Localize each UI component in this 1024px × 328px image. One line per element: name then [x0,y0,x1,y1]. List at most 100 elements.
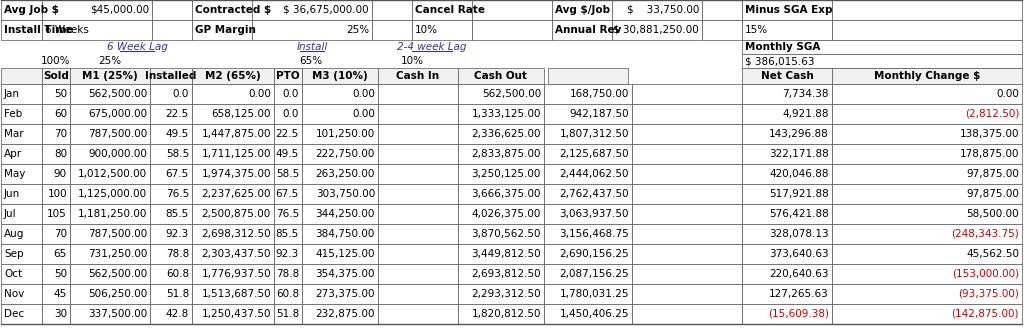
Bar [702,20,742,40]
Text: 0.00: 0.00 [248,89,271,99]
Bar [70,68,150,84]
Text: 1,780,031.25: 1,780,031.25 [559,289,629,299]
Bar [742,124,831,144]
Bar [472,0,552,20]
Bar [150,244,193,264]
Text: 222,750.00: 222,750.00 [315,149,375,159]
Bar [831,20,1022,40]
Text: 30: 30 [54,309,67,319]
Bar [831,244,1022,264]
Bar [150,68,193,84]
Bar [632,284,742,304]
Text: 2,698,312.50: 2,698,312.50 [202,229,271,239]
Text: 273,375.00: 273,375.00 [315,289,375,299]
Text: Dec: Dec [4,309,25,319]
Text: 3,250,125.00: 3,250,125.00 [472,169,541,179]
Text: (93,375.00): (93,375.00) [958,289,1019,299]
Bar [632,144,742,164]
Text: 97,875.00: 97,875.00 [966,169,1019,179]
Text: 562,500.00: 562,500.00 [481,89,541,99]
Bar [831,84,1022,104]
Text: PTO: PTO [276,71,300,81]
Bar [552,0,612,20]
Bar [1,244,42,264]
Text: 45: 45 [53,289,67,299]
Text: 337,500.00: 337,500.00 [88,309,147,319]
Bar [831,124,1022,144]
Bar [458,264,544,284]
Bar [193,224,274,244]
Bar [193,184,274,204]
Bar [742,244,831,264]
Bar [1,204,42,224]
Text: 80: 80 [54,149,67,159]
Bar [302,304,378,324]
Text: 76.5: 76.5 [275,209,299,219]
Bar [378,284,458,304]
Text: Install: Install [296,42,328,52]
Bar [742,224,831,244]
Bar [150,284,193,304]
Bar [302,244,378,264]
Text: Cash Out: Cash Out [474,71,527,81]
Text: 2,303,437.50: 2,303,437.50 [202,249,271,259]
Bar [1,264,42,284]
Bar [70,204,150,224]
Text: 127,265.63: 127,265.63 [769,289,829,299]
Bar [274,144,302,164]
Text: Installed: Installed [145,71,197,81]
Bar [1,68,42,84]
Bar [150,264,193,284]
Text: 22.5: 22.5 [275,129,299,139]
Bar [70,304,150,324]
Text: 0.00: 0.00 [996,89,1019,99]
Text: 384,750.00: 384,750.00 [315,229,375,239]
Text: 562,500.00: 562,500.00 [88,89,147,99]
Text: 58.5: 58.5 [166,149,189,159]
Bar [1,104,42,124]
Bar [544,244,632,264]
Bar [458,304,544,324]
Bar [458,244,544,264]
Bar [193,68,274,84]
Bar [274,164,302,184]
Bar [193,204,274,224]
Bar [42,184,70,204]
Text: 0.00: 0.00 [352,109,375,119]
Bar [742,40,1022,54]
Bar [548,68,628,84]
Text: 2,293,312.50: 2,293,312.50 [471,289,541,299]
Bar [42,204,70,224]
Text: 517,921.88: 517,921.88 [769,189,829,199]
Text: $    33,750.00: $ 33,750.00 [627,5,699,15]
Text: 92.3: 92.3 [275,249,299,259]
Bar [152,20,193,40]
Bar [150,84,193,104]
Text: 76.5: 76.5 [166,189,189,199]
Bar [632,164,742,184]
Bar [632,84,742,104]
Bar [378,104,458,124]
Bar [274,68,302,84]
Text: 2,762,437.50: 2,762,437.50 [559,189,629,199]
Bar [831,104,1022,124]
Text: 0.0: 0.0 [283,109,299,119]
Text: Annual Rev: Annual Rev [555,25,622,35]
Bar [372,0,412,20]
Bar [458,204,544,224]
Bar [544,224,632,244]
Text: (248,343.75): (248,343.75) [951,229,1019,239]
Bar [193,264,274,284]
Text: 1,974,375.00: 1,974,375.00 [202,169,271,179]
Text: 51.8: 51.8 [275,309,299,319]
Bar [1,304,42,324]
Bar [831,144,1022,164]
Bar [70,124,150,144]
Bar [150,104,193,124]
Text: 90: 90 [54,169,67,179]
Text: Avg Job $: Avg Job $ [4,5,59,15]
Bar [378,204,458,224]
Bar [302,224,378,244]
Text: 415,125.00: 415,125.00 [315,249,375,259]
Text: 220,640.63: 220,640.63 [769,269,829,279]
